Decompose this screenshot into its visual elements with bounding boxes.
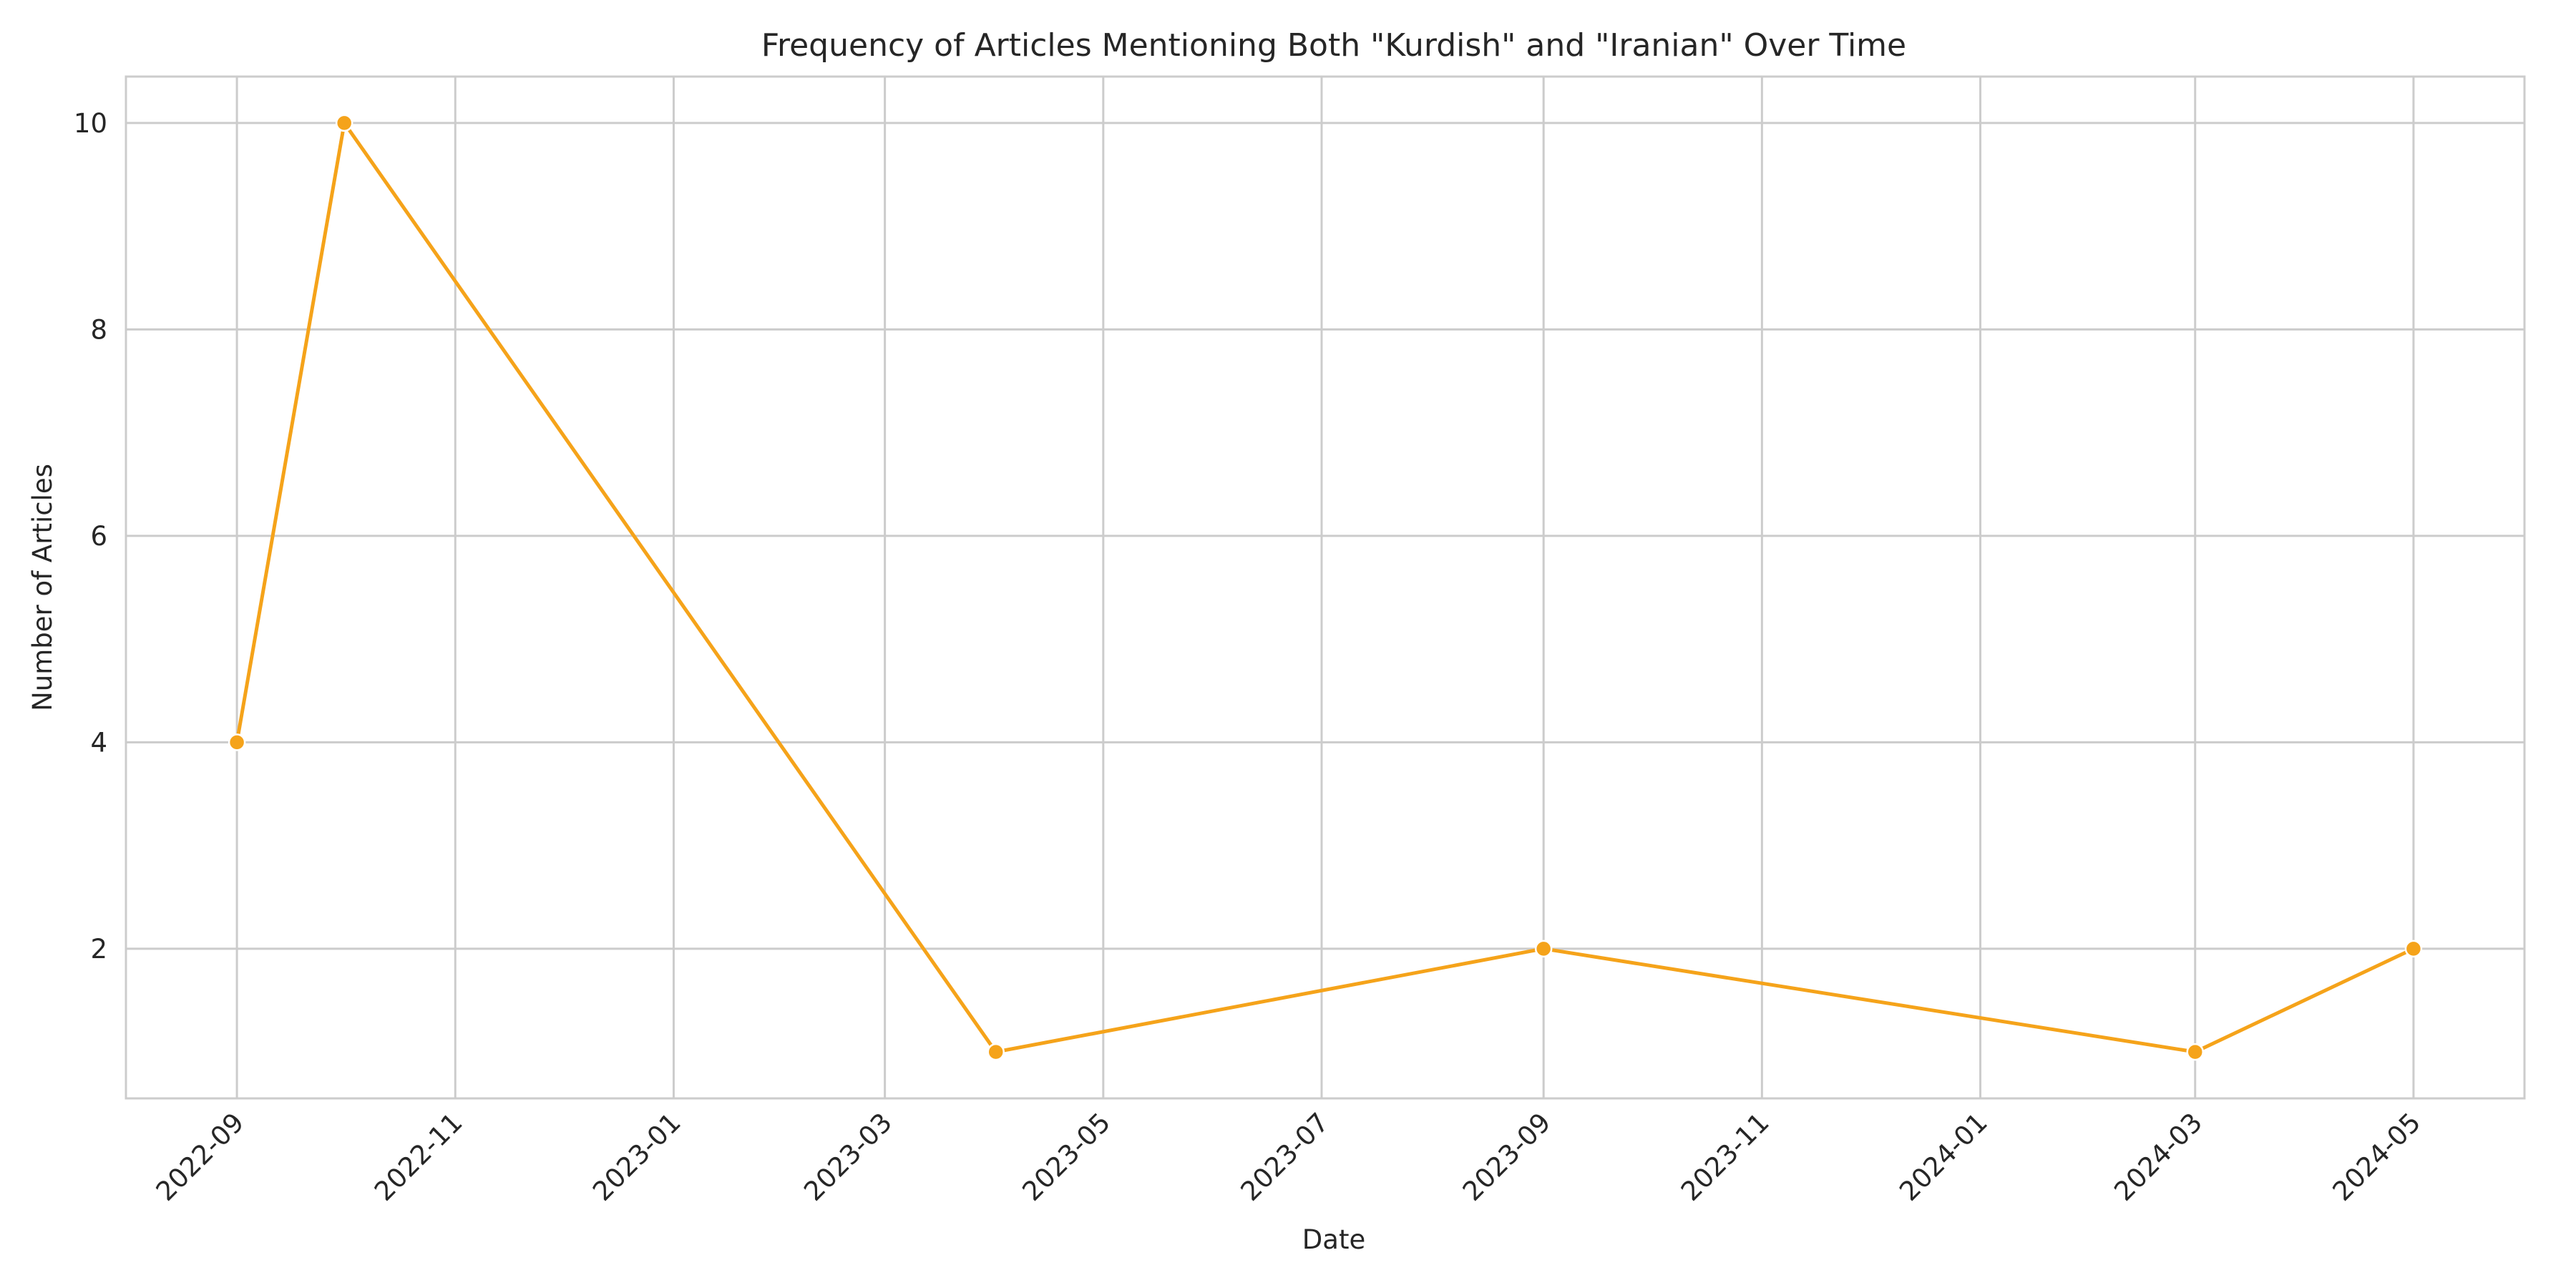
series-line [235, 121, 2414, 1054]
y-tick-label: 6 [90, 521, 107, 552]
data-point [2186, 1043, 2204, 1061]
data-point [335, 114, 353, 132]
y-tick-label: 10 [74, 108, 107, 139]
y-tick-label: 2 [90, 934, 107, 965]
plot-frame [125, 75, 2526, 1100]
grid [126, 77, 2524, 1098]
x-axis-label: Date [1302, 1224, 1365, 1255]
x-tick-label: 2023-03 [798, 1107, 898, 1207]
y-tick-label: 8 [90, 314, 107, 345]
x-tick-label: 2022-11 [369, 1107, 469, 1207]
x-tick-label: 2023-07 [1235, 1107, 1335, 1207]
x-tick-label: 2022-09 [150, 1107, 250, 1207]
x-axis-ticks: 2022-09 2022-11 2023-01 2023-03 2023-05 2023-… [150, 1107, 2427, 1207]
x-tick-label: 2023-05 [1016, 1107, 1116, 1207]
y-axis-ticks: 2 4 6 8 10 [74, 108, 107, 965]
data-point [987, 1043, 1005, 1061]
x-tick-label: 2024-05 [2327, 1107, 2427, 1207]
x-tick-label: 2023-11 [1675, 1107, 1775, 1207]
data-point [2404, 940, 2423, 958]
data-point [1534, 940, 1553, 958]
chart-title: Frequency of Articles Mentioning Both "K… [761, 27, 1906, 64]
y-axis-label: Number of Articles [27, 464, 58, 711]
x-tick-label: 2024-03 [2108, 1107, 2208, 1207]
x-tick-label: 2023-09 [1457, 1107, 1557, 1207]
series [228, 114, 2423, 1061]
data-point [228, 733, 246, 751]
x-tick-label: 2024-01 [1893, 1107, 1994, 1207]
x-tick-label: 2023-01 [587, 1107, 687, 1207]
y-tick-label: 4 [90, 727, 107, 758]
